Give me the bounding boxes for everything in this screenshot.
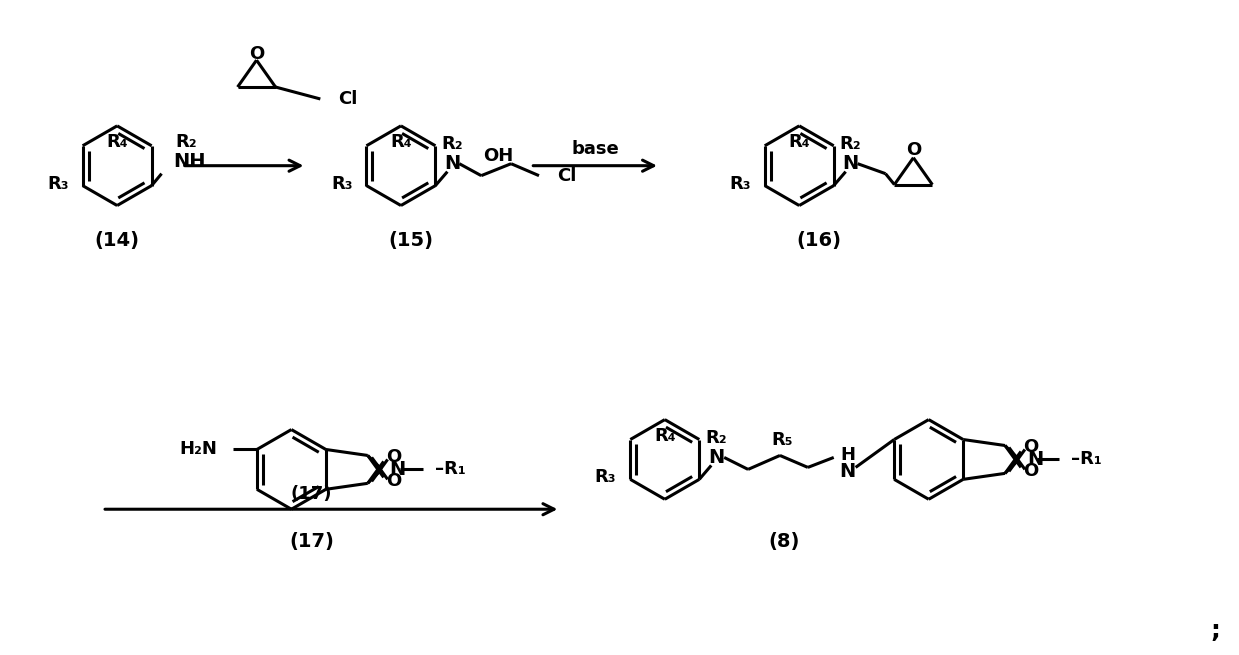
Text: –R₁: –R₁	[1070, 451, 1101, 468]
Text: O: O	[1023, 462, 1038, 480]
Text: R₃: R₃	[595, 468, 616, 487]
Text: Cl: Cl	[556, 166, 576, 185]
Text: (8): (8)	[768, 532, 800, 551]
Text: ;: ;	[1211, 619, 1220, 643]
Text: OH: OH	[483, 147, 513, 164]
Text: R₂: R₂	[840, 135, 861, 153]
Text: N: N	[840, 462, 856, 481]
Text: N: N	[445, 154, 461, 173]
Text: O: O	[249, 45, 264, 63]
Text: (16): (16)	[797, 231, 841, 250]
Text: Cl: Cl	[338, 90, 358, 108]
Text: R₄: R₄	[390, 133, 411, 151]
Text: R₅: R₅	[771, 430, 793, 449]
Text: R₄: R₄	[654, 426, 675, 445]
Text: R₄: R₄	[107, 133, 128, 151]
Text: O: O	[387, 472, 401, 491]
Text: N: N	[389, 460, 406, 479]
Text: H: H	[840, 447, 855, 464]
Text: base: base	[571, 140, 620, 158]
Text: (17): (17)	[289, 532, 333, 551]
Text: N: N	[1027, 450, 1043, 469]
Text: O: O	[906, 141, 921, 159]
Text: NH: NH	[173, 152, 206, 171]
Text: R₂: R₂	[705, 428, 727, 447]
Text: N: N	[709, 448, 725, 467]
Text: O: O	[387, 449, 401, 466]
Text: (17): (17)	[291, 485, 332, 503]
Text: R₃: R₃	[730, 175, 751, 193]
Text: R₄: R₄	[788, 133, 810, 151]
Text: H₂N: H₂N	[180, 440, 217, 458]
Text: N: N	[843, 154, 859, 173]
Text: R₃: R₃	[331, 175, 353, 193]
Text: –R₁: –R₁	[435, 460, 466, 478]
Text: (14): (14)	[94, 231, 140, 250]
Text: O: O	[1023, 438, 1038, 457]
Text: R₂: R₂	[176, 133, 197, 151]
Text: R₂: R₂	[441, 135, 463, 153]
Text: (15): (15)	[388, 231, 434, 250]
Text: R₃: R₃	[47, 175, 68, 193]
